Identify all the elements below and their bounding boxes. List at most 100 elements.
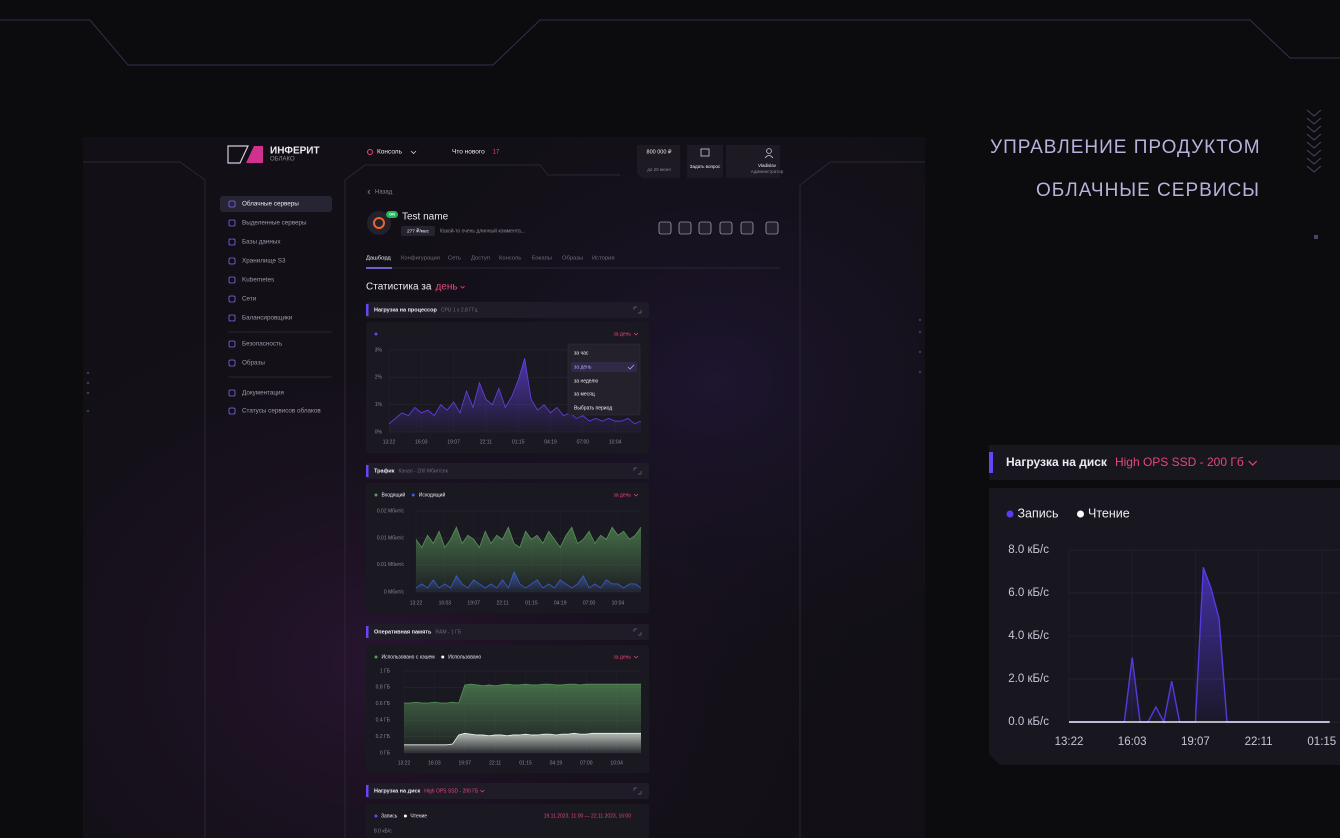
x-tick-label: 16:03 (1118, 736, 1147, 748)
legend-dot (374, 493, 378, 497)
y-tick-label: 1 ГБ (380, 668, 391, 674)
panel-header (366, 302, 649, 318)
zoom-accent (989, 452, 993, 473)
sidebar-item[interactable]: Статусы сервисов облаков (242, 407, 321, 415)
panel-accent (366, 626, 369, 638)
expand-icon[interactable] (633, 467, 642, 475)
sidebar-item[interactable]: Балансировщики (242, 315, 293, 322)
stats-period[interactable]: день (435, 282, 457, 293)
legend-label: Запись (1018, 506, 1059, 520)
legend-dot (1006, 510, 1014, 518)
series-area (416, 571, 641, 592)
dropdown-option[interactable]: Выбрать период (574, 405, 612, 411)
sidebar-icon (228, 340, 236, 348)
y-tick-label: 0.01 Мбит/с (377, 562, 405, 568)
panel-title: Нагрузка на диск (374, 788, 421, 794)
y-tick-label: 0.4 ГБ (376, 718, 391, 724)
x-tick-label: 13:22 (410, 600, 423, 606)
sidebar-item[interactable]: Облачные серверы (242, 200, 299, 208)
tab[interactable]: Бэкапы (532, 256, 552, 262)
zoom-subtitle[interactable]: High OPS SSD - 200 Гб (1115, 455, 1244, 469)
expand-icon[interactable] (633, 628, 642, 636)
balance-box[interactable] (637, 145, 680, 178)
legend-label: Исходящий (419, 491, 446, 498)
ask-box[interactable] (687, 145, 723, 178)
tab[interactable]: Конфигурация (401, 256, 440, 262)
legend-dot (1077, 510, 1085, 518)
x-tick-label: 19:07 (1181, 736, 1210, 748)
sidebar-item[interactable]: Документация (242, 390, 284, 397)
x-tick-label: 13:22 (1055, 736, 1084, 748)
period-select[interactable]: за день (613, 492, 631, 498)
ask: Задать вопрос (690, 164, 721, 169)
period-select[interactable]: за день (613, 331, 631, 337)
panel-title: Трафик (374, 467, 395, 474)
legend-label: Использовано с кэшем (382, 654, 436, 660)
x-tick-label: 07:00 (580, 760, 593, 766)
x-tick-label: 16:03 (428, 760, 441, 766)
date-range[interactable]: 19.11.2023, 11:00 — 22.11.2023, 16:00 (544, 813, 632, 819)
x-tick-label: 01:15 (519, 760, 532, 766)
whats-new[interactable]: Что нового (452, 149, 485, 156)
tab[interactable]: Консоль (499, 256, 521, 262)
console-menu[interactable]: Консоль (377, 149, 403, 156)
tab[interactable]: Сеть (448, 256, 461, 262)
y-tick-label: 8.0 кБ/с (1008, 544, 1049, 556)
user-role: Администратор (751, 169, 784, 174)
hero-title: УПРАВЛЕНИЕ ПРОДУКТОМ (990, 137, 1261, 158)
sidebar-item[interactable]: Сети (242, 296, 257, 303)
dropdown (567, 343, 641, 416)
sidebar-icon (228, 314, 236, 322)
y-tick-label: 0.0 кБ/с (1008, 716, 1049, 728)
series-area (416, 527, 641, 592)
panel-accent (366, 785, 369, 797)
panel-header (366, 783, 649, 799)
tab[interactable]: Доступ (471, 256, 490, 262)
sidebar-item[interactable]: Базы данных (242, 239, 281, 246)
tab[interactable]: История (592, 256, 614, 262)
expand-icon[interactable] (633, 306, 642, 314)
news-count: 17 (493, 150, 500, 156)
sidebar-icon (228, 295, 236, 303)
sidebar-item[interactable]: Kubernetes (242, 277, 274, 284)
sidebar-item[interactable]: Безопасность (242, 341, 283, 348)
x-tick-label: 01:15 (1307, 736, 1336, 748)
legend-label: Чтение (410, 813, 427, 819)
chevron (410, 150, 417, 155)
x-tick-label: 04:19 (550, 760, 563, 766)
dropdown-option[interactable]: за неделю (574, 378, 598, 384)
user-box[interactable] (726, 145, 780, 178)
x-tick-label: 13:22 (398, 760, 411, 766)
period-select[interactable]: за день (613, 654, 631, 660)
back-link[interactable]: Назад (375, 190, 393, 196)
panel-subtitle: RAM - 1 ГБ (435, 629, 461, 635)
user-name: Vladislav (758, 163, 777, 168)
dropdown-option[interactable]: за месяц (574, 391, 595, 397)
tab[interactable]: Дашборд (366, 256, 391, 262)
panel-subtitle: CPU 1 x 2.8 ГГц (441, 307, 478, 313)
tab[interactable]: Образы (562, 256, 583, 262)
server-price: 277 ₽/мес (407, 228, 430, 234)
ask-icon (700, 148, 710, 157)
expand-icon[interactable] (633, 787, 642, 795)
panel-accent (366, 304, 369, 316)
actions[interactable] (658, 221, 779, 235)
sidebar-icon (228, 359, 236, 367)
zoom-header (989, 445, 1340, 480)
x-tick-label: 10:04 (610, 760, 623, 766)
sidebar-icon (228, 257, 236, 265)
x-tick-label: 19:07 (447, 439, 460, 445)
sidebar-item[interactable]: Хранилище S3 (242, 258, 286, 265)
series-line (404, 683, 641, 704)
back-icon[interactable] (367, 189, 371, 195)
hero-subtitle: ОБЛАЧНЫЕ СЕРВИСЫ (1036, 180, 1260, 201)
server-comment: Какой-то очень длинный коммента... (440, 227, 525, 234)
x-tick-label: 07:00 (583, 600, 596, 606)
dropdown-option[interactable]: за день (574, 364, 592, 370)
sidebar-item[interactable]: Образы (242, 359, 265, 367)
dropdown-option[interactable]: за час (574, 350, 589, 356)
sidebar-item[interactable]: Выделенные серверы (242, 220, 307, 227)
y-tick-label: 8.0 кБ/с (374, 828, 392, 834)
y-tick-label: 0.02 Мбит/с (377, 508, 405, 514)
